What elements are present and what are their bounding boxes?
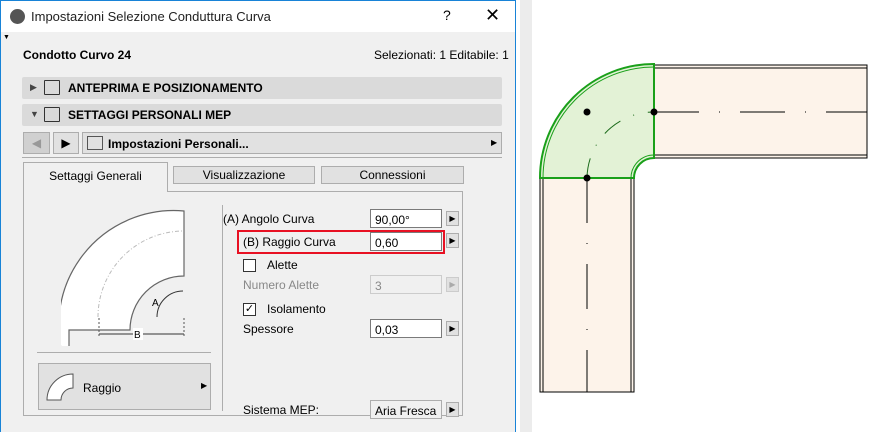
thickness-input[interactable]: 0,03 xyxy=(370,319,442,338)
mep-settings-icon xyxy=(44,107,60,122)
radius-arrow-button[interactable]: ▶ xyxy=(446,233,459,248)
mep-system-label: Sistema MEP: xyxy=(243,403,320,417)
panel-preview-positioning[interactable]: ▶ ANTEPRIMA E POSIZIONAMENTO xyxy=(22,77,502,99)
preset-label: Impostazioni Personali... xyxy=(108,137,249,151)
next-button[interactable]: ▶ xyxy=(53,132,79,154)
insulation-label: Isolamento xyxy=(267,302,326,316)
label-b: B xyxy=(134,330,141,341)
selection-count: Selezionati: 1 Editabile: 1 xyxy=(374,48,509,62)
expand-arrow-icon: ▶ xyxy=(30,82,37,92)
fin-count-input[interactable]: 3 xyxy=(370,275,442,294)
preview-icon xyxy=(44,80,60,95)
plan-view-canvas[interactable] xyxy=(516,0,893,432)
thickness-arrow-button[interactable]: ▶ xyxy=(446,321,459,336)
panel-mep-settings[interactable]: ▼ SETTAGGI PERSONALI MEP xyxy=(22,104,502,126)
divider xyxy=(222,205,223,411)
window-title: Impostazioni Selezione Conduttura Curva xyxy=(31,9,271,24)
panel-label: SETTAGGI PERSONALI MEP xyxy=(68,108,232,122)
tab-general[interactable]: Settaggi Generali xyxy=(23,162,168,192)
prev-button[interactable]: ◀ xyxy=(23,132,50,154)
tab-display[interactable]: Visualizzazione xyxy=(173,166,315,184)
collapse-arrow-icon: ▼ xyxy=(30,109,39,119)
title-bar: Impostazioni Selezione Conduttura Curva … xyxy=(1,1,515,32)
fins-checkbox[interactable] xyxy=(243,259,256,272)
panel-label: ANTEPRIMA E POSIZIONAMENTO xyxy=(68,81,263,95)
angle-label: (A) Angolo Curva xyxy=(223,212,315,226)
fins-label: Alette xyxy=(267,258,298,272)
radius-input[interactable]: 0,60 xyxy=(370,232,442,251)
tab-connections[interactable]: Connessioni xyxy=(321,166,464,184)
angle-arrow-button[interactable]: ▶ xyxy=(446,211,459,226)
chevron-right-icon: ▶ xyxy=(491,138,498,147)
preset-dropdown[interactable]: Impostazioni Personali... ▶ xyxy=(82,132,502,154)
tab-content xyxy=(23,191,463,416)
app-logo-icon xyxy=(10,9,25,24)
hotspot[interactable] xyxy=(650,108,658,116)
highlight-box xyxy=(237,230,445,254)
shape-label: Raggio xyxy=(83,381,122,395)
chevron-right-icon: ▶ xyxy=(201,381,208,390)
preset-icon xyxy=(87,136,103,150)
radius-bend-icon xyxy=(46,373,74,401)
selected-bend[interactable] xyxy=(538,62,655,179)
hotspot[interactable] xyxy=(583,108,591,116)
help-button[interactable]: ? xyxy=(443,7,451,23)
fin-count-arrow-button[interactable]: ▶ xyxy=(446,277,459,292)
insulation-checkbox[interactable]: ✓ xyxy=(243,303,256,316)
thickness-label: Spessore xyxy=(243,322,294,336)
close-button[interactable]: ✕ xyxy=(485,5,501,25)
radius-label: (B) Raggio Curva xyxy=(243,235,336,249)
shape-type-button[interactable]: Raggio ▶ xyxy=(38,363,211,410)
hotspot[interactable] xyxy=(583,174,591,182)
element-name: Condotto Curvo 24 xyxy=(23,48,131,62)
settings-dialog: Impostazioni Selezione Conduttura Curva … xyxy=(0,0,516,432)
fin-count-label: Numero Alette xyxy=(243,278,320,292)
angle-input[interactable]: 90,00° xyxy=(370,209,442,228)
divider xyxy=(22,157,502,158)
bend-diagram: A B xyxy=(61,209,185,346)
divider xyxy=(37,352,211,353)
collapse-arrow-icon[interactable]: ▼ xyxy=(3,34,10,41)
mep-system-dropdown[interactable]: Aria Fresca xyxy=(370,400,442,419)
label-a: A xyxy=(152,298,159,309)
mep-system-arrow-button[interactable]: ▶ xyxy=(446,402,459,417)
